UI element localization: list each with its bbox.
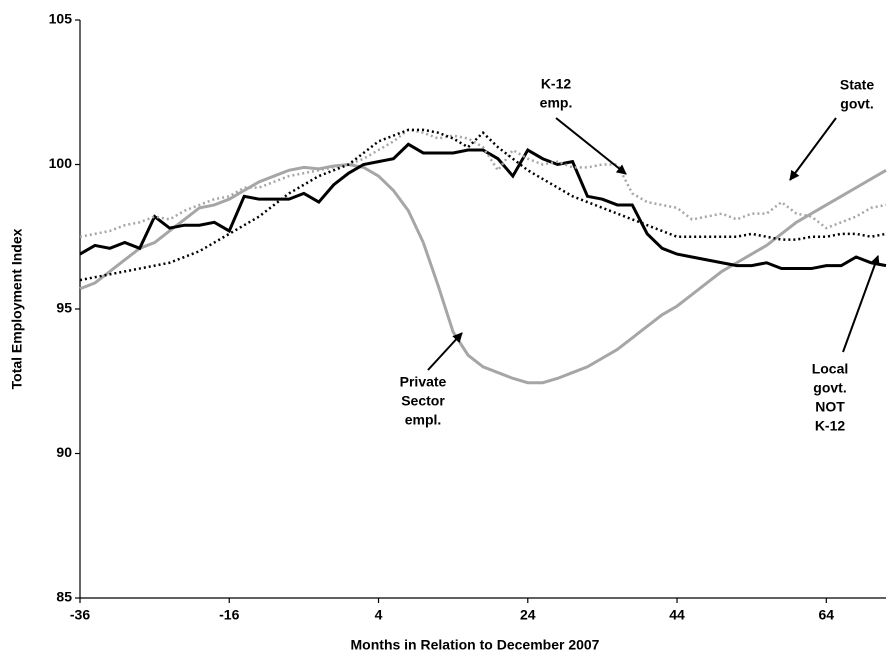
y-tick-label: 90 (56, 444, 72, 460)
y-tick-label: 85 (56, 589, 72, 605)
annotation-text: govt. (813, 380, 846, 396)
annotation-text: NOT (815, 399, 845, 415)
x-tick-label: 44 (669, 607, 685, 623)
x-axis-title: Months in Relation to December 2007 (351, 637, 600, 653)
x-tick-label: 4 (375, 607, 383, 623)
annotation-text: K-12 (815, 418, 846, 434)
series-line (79, 142, 887, 271)
x-tick-label: -16 (219, 607, 239, 623)
annotation-text: govt. (840, 96, 873, 112)
y-tick-label: 100 (49, 155, 73, 171)
y-tick-label: 105 (49, 11, 73, 27)
annotation-arrow (842, 255, 880, 353)
x-tick-label: -36 (70, 607, 90, 623)
x-tick-label: 64 (819, 607, 835, 623)
series-line (79, 162, 887, 385)
series-line (79, 128, 887, 238)
annotation-text: State (840, 77, 874, 93)
annotation-arrow (789, 117, 837, 181)
x-tick-label: 24 (520, 607, 536, 623)
annotation-text: Local (812, 361, 849, 377)
series-line (79, 128, 887, 282)
annotation-arrow (427, 332, 463, 371)
annotation-text: Private (400, 374, 447, 390)
annotation-text: emp. (540, 95, 573, 111)
annotation-text: K-12 (541, 76, 572, 92)
annotation-text: empl. (405, 412, 442, 428)
annotation-arrow (555, 117, 627, 175)
y-tick-label: 95 (56, 300, 72, 316)
annotation-text: Sector (401, 393, 445, 409)
y-axis-title: Total Employment Index (9, 228, 25, 389)
